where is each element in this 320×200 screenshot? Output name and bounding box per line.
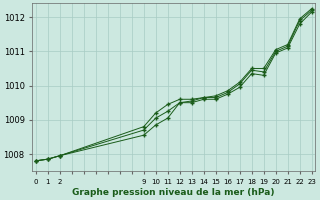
- X-axis label: Graphe pression niveau de la mer (hPa): Graphe pression niveau de la mer (hPa): [73, 188, 275, 197]
